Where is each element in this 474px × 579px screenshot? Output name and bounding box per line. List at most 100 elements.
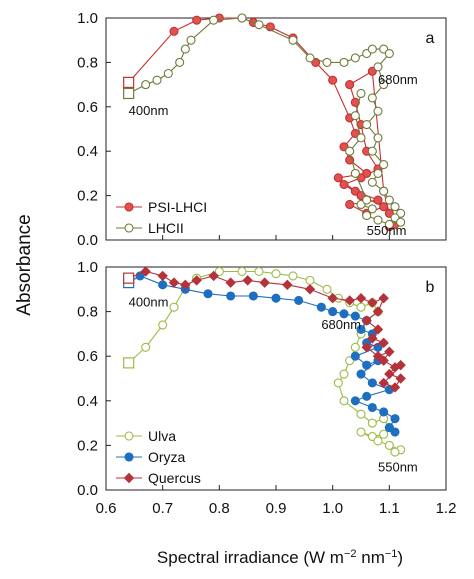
data-point-ulva [271, 269, 281, 279]
legend-label: LHCII [148, 220, 184, 236]
data-point-ulva [333, 378, 343, 388]
legend-marker [124, 223, 134, 233]
data-point-quercus [384, 368, 395, 380]
data-point-lhcii [396, 217, 406, 227]
y-tick-label: 1.0 [77, 10, 98, 27]
data-point-quercus [208, 270, 219, 282]
y-tick-label: 0.4 [77, 143, 98, 160]
data-point-lhcii [152, 75, 162, 85]
data-point-quercus [282, 279, 293, 291]
panel-label: a [426, 30, 435, 47]
data-point-ulva [237, 266, 247, 277]
data-point-quercus [304, 284, 316, 295]
y-tick-label: 1.0 [77, 259, 98, 276]
data-point-quercus [389, 382, 401, 393]
data-point-lhcii [180, 44, 190, 54]
data-point-quercus [355, 293, 367, 304]
data-point-ulva [379, 429, 389, 439]
data-point-ulva [356, 409, 366, 419]
panel-b: 0.0 0.2 0.4 0.6 0.8 1.0 0.6 0.7 0.8 0.9 1.0 1.1 1.2 b… [77, 259, 456, 517]
data-point-lhcii [350, 168, 360, 178]
data-point-ulva [254, 266, 264, 277]
y-tick-label: 0.8 [77, 54, 98, 71]
data-point-ulva [288, 271, 298, 281]
data-point-quercus [395, 373, 406, 384]
data-point-lhcii [362, 211, 372, 221]
data-point-lhcii [373, 168, 383, 178]
data-point-oryza [367, 402, 377, 413]
data-point-lhcii [175, 57, 185, 67]
data-point-ulva [350, 342, 360, 352]
data-point-oryza [390, 427, 400, 437]
legend-marker [124, 431, 134, 441]
data-point-lhcii [350, 53, 360, 63]
data-point-ulva [339, 396, 349, 406]
data-point-ulva [390, 447, 400, 457]
data-point-ulva [322, 284, 332, 294]
data-point-quercus [378, 355, 389, 366]
x-tick-label: 1.0 [322, 500, 343, 517]
x-axis-label-exp1: −2 [344, 548, 357, 560]
data-point-oryza [158, 280, 168, 290]
data-point-lhcii [367, 204, 377, 214]
data-point-oryza [350, 311, 360, 321]
data-point-psi-lhci [328, 75, 338, 85]
data-point-quercus [157, 270, 168, 282]
data-point-ulva [373, 436, 383, 446]
annotation-label: 680nm [321, 317, 361, 332]
data-point-psi-lhci [345, 80, 355, 90]
x-tick-label: 0.9 [266, 500, 287, 517]
annotation-label: 400nm [129, 103, 169, 118]
data-point-lhcii [373, 133, 383, 143]
data-point-lhcii [362, 195, 372, 205]
data-point-oryza [203, 289, 213, 299]
y-tick-label: 0.4 [77, 393, 98, 410]
data-point-quercus [180, 279, 191, 291]
data-point-lhcii [350, 111, 360, 121]
data-point-psi-lhci [192, 15, 202, 25]
data-point-oryza [390, 414, 400, 424]
data-point-lhcii [367, 146, 377, 156]
data-point-lhcii [373, 215, 383, 225]
y-axis-label: Absorbance [14, 214, 35, 315]
data-point-lhcii [141, 80, 151, 90]
data-point-oryza [362, 391, 372, 401]
data-point-lhcii-start [123, 87, 135, 100]
annotation-label: 400nm [129, 295, 169, 310]
data-point-quercus [191, 275, 202, 286]
data-point-psi-lhci [379, 202, 389, 212]
data-point-lhcii [373, 106, 383, 116]
data-point-quercus [378, 293, 389, 304]
data-point-psi-lhci-start [123, 76, 135, 88]
x-tick-label: 0.7 [152, 500, 173, 517]
data-point-oryza [356, 369, 366, 379]
data-point-quercus [242, 275, 253, 286]
data-point-lhcii [356, 88, 366, 99]
data-point-lhcii [379, 186, 389, 196]
legend-label: Oryza [148, 449, 186, 465]
data-point-lhcii [367, 177, 377, 187]
data-point-quercus [372, 324, 384, 335]
data-point-oryza [226, 291, 236, 301]
data-point-quercus [367, 297, 378, 308]
data-point-oryza [356, 324, 366, 334]
x-axis-label-exp2: −1 [385, 548, 398, 560]
data-point-quercus [225, 277, 236, 288]
x-axis-label: Spectral irradiance (W m−2 nm−1) [157, 548, 403, 567]
data-point-lhcii [367, 93, 377, 103]
data-point-ulva [384, 440, 394, 450]
annotation-label: 550nm [378, 460, 418, 475]
data-point-quercus [361, 315, 372, 326]
data-point-ulva [214, 266, 224, 277]
data-point-quercus [378, 337, 389, 349]
x-axis-label-mid: nm [357, 548, 385, 567]
data-point-quercus [395, 359, 406, 371]
data-point-lhcii [254, 20, 264, 30]
legend-label: Quercus [148, 470, 201, 486]
annotation-label: 550nm [367, 223, 407, 238]
data-point-lhcii [345, 146, 355, 156]
data-point-ulva [305, 275, 315, 285]
data-point-quercus [327, 293, 338, 304]
data-point-lhcii [379, 159, 389, 170]
